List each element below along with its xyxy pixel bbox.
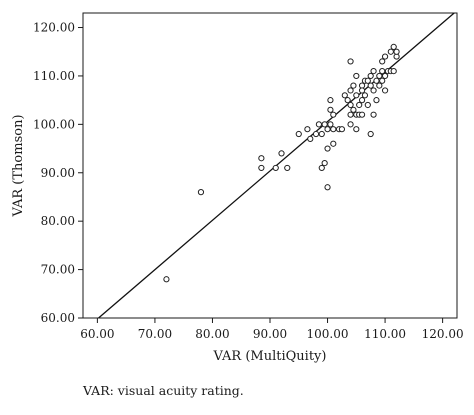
data-point xyxy=(318,130,325,138)
data-point xyxy=(295,130,302,138)
data-point xyxy=(376,72,383,80)
x-axis-title: VAR (MultiQuity) xyxy=(213,349,327,364)
data-point xyxy=(353,72,360,80)
data-point xyxy=(364,77,371,84)
data-point xyxy=(278,150,285,157)
data-point xyxy=(361,92,369,99)
x-tick-label: 60.00 xyxy=(80,327,114,341)
data-point xyxy=(315,121,323,128)
data-point xyxy=(347,121,354,128)
data-point xyxy=(373,77,380,84)
data-point xyxy=(356,101,363,109)
data-point xyxy=(390,43,397,50)
x-tick-label: 70.00 xyxy=(138,327,172,341)
data-point xyxy=(327,106,334,113)
y-axis-ticks: 60.00 70.00 80.00 90.00 100.00 110.00 120.00 xyxy=(33,21,83,325)
data-point xyxy=(321,159,328,167)
data-point xyxy=(318,164,325,172)
fit-line xyxy=(98,13,456,318)
data-point xyxy=(324,145,331,152)
data-point xyxy=(353,92,360,99)
data-point xyxy=(330,111,337,118)
data-point xyxy=(197,189,205,196)
data-point xyxy=(272,164,279,172)
data-point xyxy=(393,48,400,55)
x-axis-ticks: 60.00 70.00 80.00 90.00 100.00 110.00 120.00 xyxy=(80,318,464,341)
data-point xyxy=(367,72,374,80)
data-point xyxy=(344,97,351,104)
data-point xyxy=(379,67,386,75)
y-tick-label: 80.00 xyxy=(41,214,75,228)
data-point xyxy=(390,67,397,75)
y-tick-label: 90.00 xyxy=(41,166,75,180)
data-point xyxy=(304,126,311,133)
data-point xyxy=(364,101,371,109)
data-point xyxy=(370,67,377,75)
y-tick-label: 60.00 xyxy=(41,311,75,325)
scatter-chart: 60.00 70.00 80.00 90.00 100.00 110.00 120.00 6… xyxy=(11,12,464,364)
data-point xyxy=(381,72,389,80)
data-point xyxy=(347,101,354,109)
data-point xyxy=(376,82,383,89)
data-points xyxy=(163,43,400,283)
data-point xyxy=(312,130,320,138)
data-point xyxy=(353,126,360,133)
y-tick-label: 110.00 xyxy=(33,69,75,83)
x-tick-label: 90.00 xyxy=(253,327,287,341)
data-point xyxy=(358,97,366,104)
data-point xyxy=(370,87,377,94)
y-tick-label: 100.00 xyxy=(33,117,75,131)
data-point xyxy=(347,111,354,118)
data-point xyxy=(324,126,331,133)
data-point xyxy=(379,58,386,65)
data-point xyxy=(330,140,337,147)
data-point xyxy=(284,164,291,172)
data-point xyxy=(350,106,357,113)
data-point xyxy=(330,126,337,133)
data-point xyxy=(381,87,389,94)
x-tick-label: 80.00 xyxy=(195,327,229,341)
data-point xyxy=(338,126,346,133)
data-point xyxy=(358,111,366,118)
data-point xyxy=(324,184,331,191)
x-tick-label: 110.00 xyxy=(364,327,406,341)
data-point xyxy=(367,130,374,138)
y-tick-label: 120.00 xyxy=(33,21,75,35)
data-point xyxy=(379,77,386,84)
data-point xyxy=(347,87,354,94)
data-point xyxy=(381,53,389,60)
data-point xyxy=(327,97,334,104)
data-point xyxy=(341,92,348,99)
data-point xyxy=(327,121,334,128)
data-point xyxy=(347,58,354,65)
data-point xyxy=(367,82,374,89)
x-tick-label: 100.00 xyxy=(307,327,349,341)
figure-caption: VAR: visual acuity rating. xyxy=(83,383,244,398)
data-point xyxy=(350,82,357,89)
data-point xyxy=(258,164,265,172)
data-point xyxy=(373,97,380,104)
data-point xyxy=(358,87,366,94)
data-point xyxy=(258,155,265,162)
data-point xyxy=(387,48,394,55)
data-point xyxy=(370,111,377,118)
y-tick-label: 70.00 xyxy=(41,263,75,277)
data-point xyxy=(321,121,328,128)
y-axis-title: VAR (Thomson) xyxy=(11,114,26,217)
x-tick-label: 120.00 xyxy=(422,327,464,341)
data-point xyxy=(163,276,170,283)
data-point xyxy=(307,135,314,142)
